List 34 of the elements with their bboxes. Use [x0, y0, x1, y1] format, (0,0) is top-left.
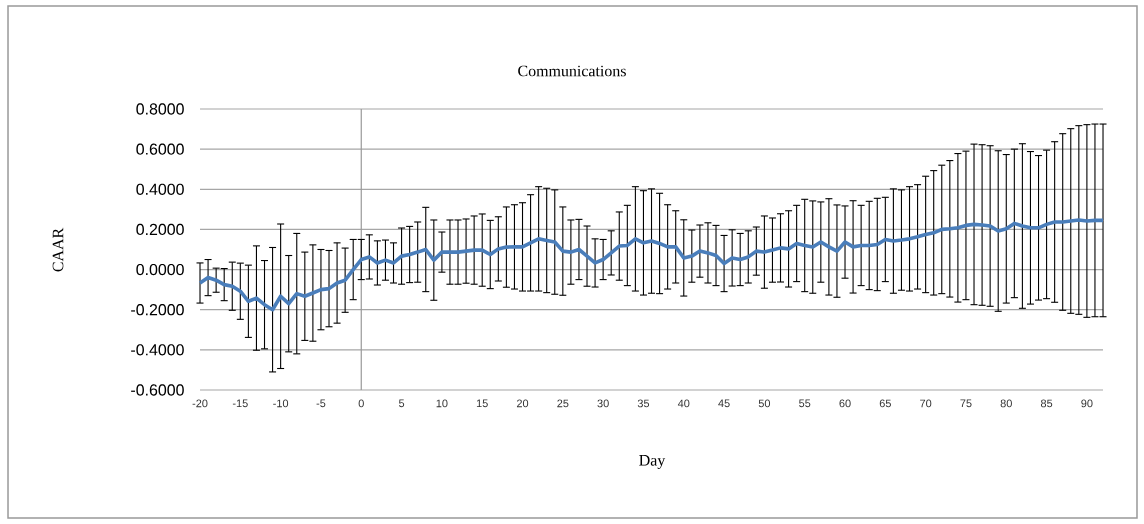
y-tick-label: 0.0000 [136, 263, 184, 276]
x-tick-label: -5 [316, 399, 326, 408]
x-tick-label: 0 [358, 399, 364, 408]
x-tick-label: -15 [232, 399, 248, 408]
x-tick-label: 70 [920, 399, 932, 408]
y-tick-label: -0.4000 [131, 344, 184, 356]
y-tick-label: 0.6000 [136, 143, 184, 155]
y-tick-label: 0.8000 [136, 103, 184, 115]
y-tick-label: 0.4000 [136, 183, 184, 195]
x-tick-label: 20 [516, 399, 529, 408]
chart-title: Communications [518, 65, 626, 77]
x-tick-label: 15 [476, 399, 488, 408]
x-tick-label: 35 [637, 399, 650, 408]
x-tick-label: -20 [192, 399, 208, 408]
x-tick-label: -10 [273, 399, 289, 408]
x-axis-title: Day [639, 455, 666, 469]
x-tick-label: 10 [436, 399, 448, 408]
y-tick-label: -0.6000 [131, 384, 184, 396]
x-tick-label: 25 [557, 399, 569, 408]
x-tick-label: 85 [1040, 399, 1053, 408]
x-tick-label: 55 [799, 399, 811, 408]
y-tick-label: 0.2000 [136, 223, 184, 236]
x-tick-label: 65 [879, 399, 891, 408]
x-tick-label: 30 [597, 399, 609, 408]
x-tick-label: 60 [839, 399, 851, 408]
x-tick-label: 80 [1000, 399, 1012, 408]
x-tick-label: 50 [758, 399, 771, 408]
x-tick-label: 5 [398, 399, 405, 408]
y-tick-label: -0.2000 [131, 304, 184, 316]
x-tick-label: 45 [718, 399, 730, 408]
x-tick-label: 40 [677, 399, 690, 408]
x-tick-label: 75 [960, 399, 972, 408]
x-tick-label: 90 [1081, 399, 1093, 408]
y-axis-title: CAAR [52, 227, 64, 272]
